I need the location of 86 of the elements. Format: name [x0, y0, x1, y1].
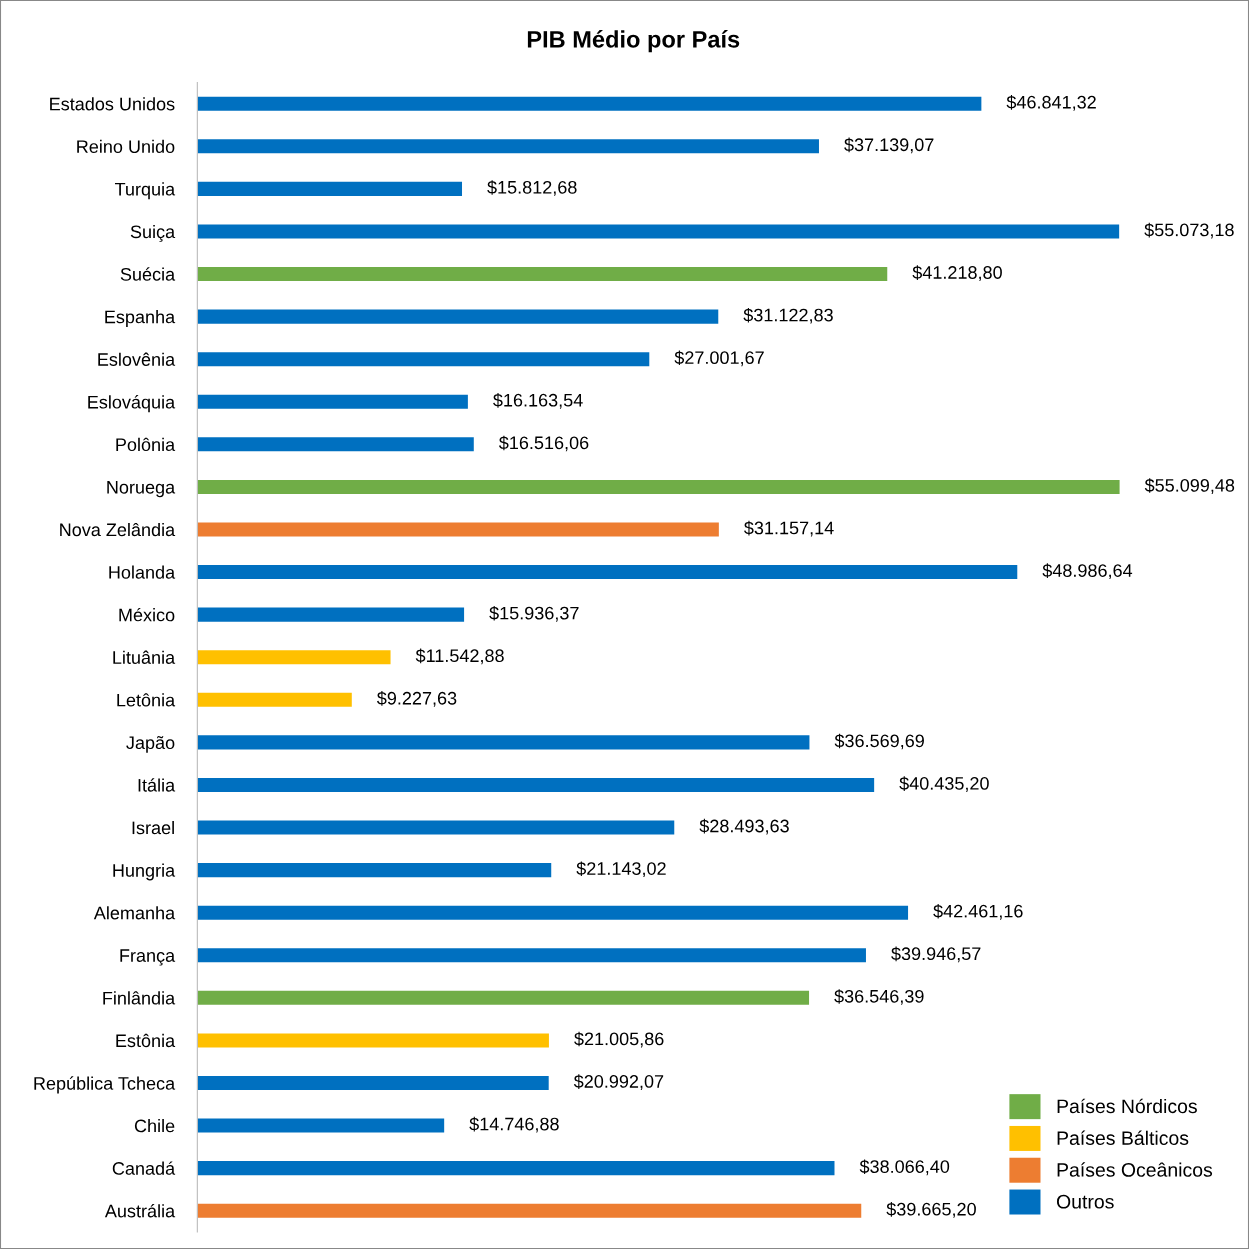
- bar: [197, 96, 982, 111]
- data-label: $31.157,14: [744, 520, 834, 537]
- data-label: $37.139,07: [844, 137, 934, 154]
- y-tick-label: Noruega: [107, 481, 176, 498]
- y-tick-label: Eslovênia: [98, 352, 176, 366]
- data-label: $28.493,63: [699, 818, 789, 835]
- data-label: $16.163,54: [493, 393, 583, 409]
- y-tick-label: Suiça: [130, 224, 176, 242]
- bar: [197, 224, 1120, 239]
- bar: [197, 181, 463, 196]
- data-label: $27.001,67: [674, 350, 764, 367]
- data-label: $41.218,80: [912, 265, 1002, 282]
- data-label: $48.986,64: [1042, 563, 1133, 580]
- bar: [197, 948, 866, 963]
- data-label: $15.936,37: [489, 605, 579, 622]
- legend-label: Países Bálticos: [1057, 1130, 1189, 1145]
- y-tick-label: Lituânia: [113, 650, 176, 664]
- bar: [197, 437, 474, 452]
- chart-title: PIB Médio por País: [527, 30, 740, 53]
- data-label: $31.122,83: [743, 307, 833, 324]
- bar: [197, 905, 909, 920]
- bar: [197, 479, 1120, 494]
- bar: [197, 1075, 549, 1091]
- data-label: $40.435,20: [899, 776, 989, 792]
- y-tick-label: Letônia: [117, 693, 176, 707]
- y-tick-label: Nova Zelândia: [60, 522, 176, 537]
- y-tick-label: Hungria: [113, 863, 176, 881]
- bar: [197, 863, 552, 878]
- y-tick-label: França: [120, 949, 176, 966]
- bar: [197, 394, 468, 409]
- y-tick-label: Israel: [132, 820, 174, 835]
- bar: [197, 820, 675, 835]
- bar: [197, 607, 465, 622]
- y-tick-label: Alemanha: [93, 906, 176, 920]
- data-label: $39.665,20: [886, 1202, 976, 1218]
- bar: [197, 735, 810, 750]
- y-tick-label: Canadá: [112, 1161, 176, 1175]
- data-label: $20.992,07: [573, 1074, 664, 1090]
- bar: [197, 777, 875, 792]
- data-label: $38.066,40: [859, 1159, 950, 1176]
- legend-label: Países Oceânicos: [1057, 1162, 1213, 1177]
- bar: [197, 1203, 862, 1218]
- data-label: $42.461,16: [933, 903, 1023, 920]
- y-tick-label: Espanha: [105, 310, 176, 327]
- y-tick-label: Holanda: [109, 565, 176, 579]
- data-label: $55.073,18: [1144, 222, 1234, 239]
- y-tick-label: Chile: [134, 1119, 175, 1133]
- y-tick-label: Suécia: [120, 267, 176, 281]
- y-tick-label: Itália: [138, 778, 176, 792]
- data-label: $16.516,06: [498, 435, 589, 452]
- data-label: $39.946,57: [891, 946, 981, 963]
- data-label: $9.227,63: [376, 691, 457, 707]
- data-label: $15.812,68: [487, 180, 577, 196]
- bar: [197, 267, 888, 282]
- y-tick-label: Estônia: [116, 1033, 176, 1048]
- y-tick-label: Estados Unidos: [50, 97, 175, 111]
- bar: [197, 352, 650, 367]
- data-label: $11.542,88: [415, 648, 504, 665]
- data-label: $14.746,88: [469, 1116, 559, 1133]
- bar: [197, 692, 352, 707]
- y-tick-label: Reino Unido: [77, 139, 175, 154]
- bar: [197, 565, 1018, 580]
- y-tick-label: Japão: [126, 735, 175, 753]
- y-tick-label: Turquia: [114, 182, 176, 200]
- bar: [197, 309, 719, 324]
- bar: [197, 990, 810, 1005]
- legend-label: Países Nórdicos: [1057, 1098, 1197, 1114]
- bar: [197, 522, 719, 537]
- bar: [197, 1033, 549, 1048]
- data-label: $36.569,69: [834, 733, 924, 750]
- data-label: $55.099,48: [1144, 478, 1235, 494]
- y-tick-label: Polônia: [116, 437, 176, 452]
- y-tick-label: Eslováquia: [88, 395, 176, 413]
- data-label: $36.546,39: [834, 989, 924, 1005]
- bar: [197, 1118, 445, 1133]
- bar: [197, 650, 391, 665]
- data-label: $21.005,86: [574, 1031, 664, 1048]
- y-tick-label: Austrália: [104, 1203, 176, 1218]
- bar: [197, 139, 819, 154]
- legend-label: Outros: [1056, 1194, 1114, 1209]
- data-label: $21.143,02: [576, 861, 666, 878]
- bar: [197, 1161, 835, 1176]
- data-label: $46.841,32: [1006, 95, 1096, 111]
- y-tick-label: Finlândia: [103, 991, 176, 1005]
- y-tick-label: México: [119, 607, 175, 622]
- y-tick-label: República Tcheca: [34, 1076, 176, 1094]
